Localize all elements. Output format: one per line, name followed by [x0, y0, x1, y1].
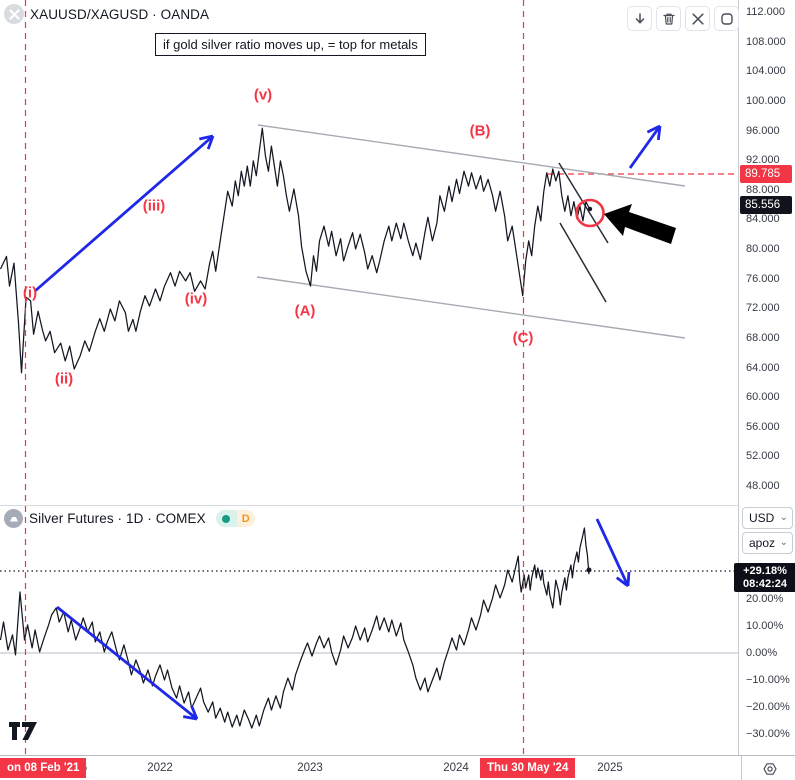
- top-pane-title: XAUUSD/XAGUSD · OANDA: [30, 6, 210, 22]
- top-pane-legend[interactable]: XAUUSD/XAGUSD · OANDA: [4, 4, 209, 24]
- price-tick: 52.000: [746, 450, 780, 463]
- percent-tick: 10.00%: [746, 620, 784, 632]
- wave-label-A[interactable]: (A): [294, 302, 316, 320]
- reset-chart-button[interactable]: [685, 6, 710, 31]
- scroll-to-recent-button[interactable]: [627, 6, 652, 31]
- price-tick: 84.000: [746, 213, 780, 226]
- unit-value: apoz: [749, 536, 776, 550]
- tradingview-logo[interactable]: [8, 720, 38, 748]
- wave-label-C[interactable]: (C): [512, 329, 534, 347]
- price-tick: 100.000: [746, 94, 786, 107]
- time-label-2022: 2022: [147, 762, 173, 774]
- currency-select[interactable]: USD ⌄: [742, 507, 793, 529]
- price-tick: 72.000: [746, 302, 780, 315]
- blue-arrow-bottom-1[interactable]: [56, 605, 198, 721]
- status-badges: D: [215, 510, 255, 527]
- blue-arrow-bottom-1-head[interactable]: [182, 715, 198, 721]
- price-scale[interactable]: 112.000 108.000 104.000 100.000 96.000 92.000…: [734, 0, 795, 755]
- percent-tick: 0.00%: [746, 647, 778, 659]
- price-tick: 108.000: [746, 35, 786, 48]
- time-label-2025: 2025: [597, 762, 623, 774]
- blue-arrow-top-2-head[interactable]: [656, 125, 662, 141]
- gear-icon: [763, 762, 777, 775]
- alert-price-tag[interactable]: 89.785: [740, 165, 792, 183]
- blue-arrow-top-2[interactable]: [628, 125, 662, 169]
- wave-label-iv[interactable]: (iv): [184, 290, 208, 308]
- wave-label-B[interactable]: (B): [469, 122, 491, 140]
- wave-label-ii[interactable]: (ii): [54, 370, 74, 388]
- price-tick: 76.000: [746, 272, 780, 285]
- percent-tick: −30.00%: [746, 728, 790, 740]
- currency-value: USD: [749, 511, 775, 525]
- pane-toolbar: [627, 6, 739, 31]
- blue-arrow-bottom-1-head[interactable]: [190, 705, 199, 720]
- ratio-last-dot: [587, 206, 593, 212]
- interval-badge: D: [236, 510, 255, 527]
- wave-label-iii[interactable]: (iii): [142, 197, 166, 215]
- symbol-logo-icon: [4, 4, 24, 24]
- price-tick: 96.000: [746, 124, 780, 137]
- blue-arrow-bottom-2-head[interactable]: [626, 571, 631, 587]
- axis-separator: [741, 756, 742, 780]
- price-tick: 92.000: [746, 154, 780, 167]
- time-label-2024: 2024: [443, 762, 469, 774]
- chevron-down-icon: ⌄: [779, 537, 788, 548]
- blue-arrow-bottom-2[interactable]: [595, 518, 630, 587]
- wave-label-i[interactable]: (i): [22, 284, 38, 302]
- price-tick: 88.000: [746, 183, 780, 196]
- steep-trendline-2[interactable]: [559, 222, 607, 303]
- black-pointer-arrow[interactable]: [604, 204, 676, 244]
- blue-arrow-top-1-head[interactable]: [206, 135, 215, 150]
- silver-series-line: [0, 527, 590, 729]
- arrow-down-icon: [635, 12, 644, 24]
- reset-x-icon: [691, 12, 704, 25]
- crosshair-date-tag-1: on 08 Feb '21: [0, 758, 87, 778]
- percent-tick: −10.00%: [746, 674, 790, 686]
- change-percent: +29.18%: [743, 564, 787, 577]
- maximize-icon: [720, 12, 733, 25]
- price-tick: 112.000: [746, 6, 785, 18]
- highlight-circle[interactable]: [575, 198, 605, 228]
- time-label-2023: 2023: [297, 762, 323, 774]
- market-status-dot: [215, 510, 237, 527]
- timezone-settings-button[interactable]: [755, 757, 785, 780]
- chevron-down-icon: ⌄: [779, 512, 788, 523]
- channel-line-lower[interactable]: [256, 276, 686, 339]
- price-tick: 64.000: [746, 361, 780, 374]
- blue-arrow-bottom-2-head[interactable]: [615, 576, 629, 588]
- price-tick: 80.000: [746, 243, 780, 256]
- unit-select[interactable]: apoz ⌄: [742, 532, 793, 554]
- silver-futures-logo-icon: [4, 509, 23, 528]
- current-change-label: +29.18% 08:42:24: [734, 563, 795, 592]
- ratio-series-line: [0, 127, 590, 374]
- bottom-pane-title: Silver Futures · 1D · COMEX: [29, 511, 206, 526]
- silver-last-dot: [586, 567, 592, 573]
- trash-icon: [662, 13, 675, 25]
- percent-tick: −20.00%: [746, 701, 790, 713]
- annotation-text-box[interactable]: if gold silver ratio moves up, = top for…: [155, 33, 426, 56]
- maximize-pane-button[interactable]: [714, 6, 739, 31]
- bottom-pane-legend[interactable]: Silver Futures · 1D · COMEX D: [4, 509, 255, 528]
- crosshair-date-tag-2: Thu 30 May '24: [480, 758, 576, 778]
- blue-arrow-top-1-head[interactable]: [199, 134, 214, 141]
- price-tick: 48.000: [746, 480, 780, 493]
- bar-countdown: 08:42:24: [742, 577, 788, 590]
- blue-arrow-top-2-head[interactable]: [646, 124, 661, 134]
- price-tick: 60.000: [746, 391, 780, 404]
- wave-label-v[interactable]: (v): [253, 86, 273, 104]
- percent-tick: 20.00%: [746, 593, 784, 605]
- price-tick: 104.000: [746, 65, 786, 78]
- price-tick: 68.000: [746, 331, 780, 344]
- last-price-tag: 85.556: [740, 196, 792, 214]
- delete-drawing-button[interactable]: [656, 6, 681, 31]
- price-tick: 56.000: [746, 420, 780, 433]
- blue-arrow-top-1[interactable]: [34, 134, 214, 293]
- channel-line-upper[interactable]: [257, 124, 686, 187]
